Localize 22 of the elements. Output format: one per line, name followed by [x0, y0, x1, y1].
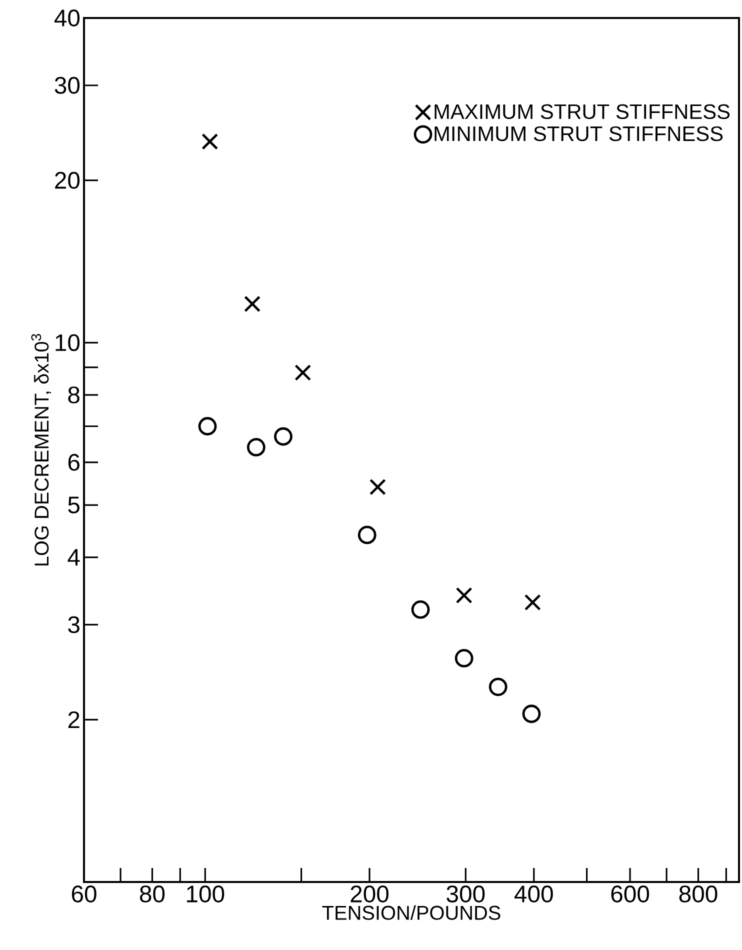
y-tick-label: 30	[54, 76, 80, 94]
x-tick-label: 60	[72, 886, 96, 902]
y-tick-label: 40	[54, 10, 80, 26]
y-tick-label: 4	[68, 549, 80, 566]
y-tick-label: 8	[68, 386, 80, 404]
x-tick-label: 80	[140, 886, 165, 902]
x-tick-label: 300	[446, 886, 485, 902]
y-tick-label: 20	[55, 172, 80, 189]
x-tick-label: 100	[187, 886, 224, 902]
legend-label: MINIMUM STRUT STIFFNESS	[434, 126, 723, 142]
x-tick-label: 200	[350, 886, 389, 902]
y-tick-label: 2	[68, 711, 80, 728]
x-tick-label: 400	[514, 886, 553, 902]
y-tick-label: 6	[68, 454, 80, 471]
y-tick-label: 5	[68, 496, 80, 514]
x-tick-label: 800	[679, 886, 718, 902]
x-tick-label: 600	[611, 886, 650, 902]
y-tick-label: 3	[68, 616, 80, 634]
y-axis-title: LOG DECREMENT, δx10$^{3}$	[31, 334, 52, 566]
y-tick-label: 10	[56, 334, 80, 352]
x-axis-title: TENSION/POUNDS	[322, 905, 500, 920]
legend-label: MAXIMUM STRUT STIFFNESS	[434, 104, 730, 120]
